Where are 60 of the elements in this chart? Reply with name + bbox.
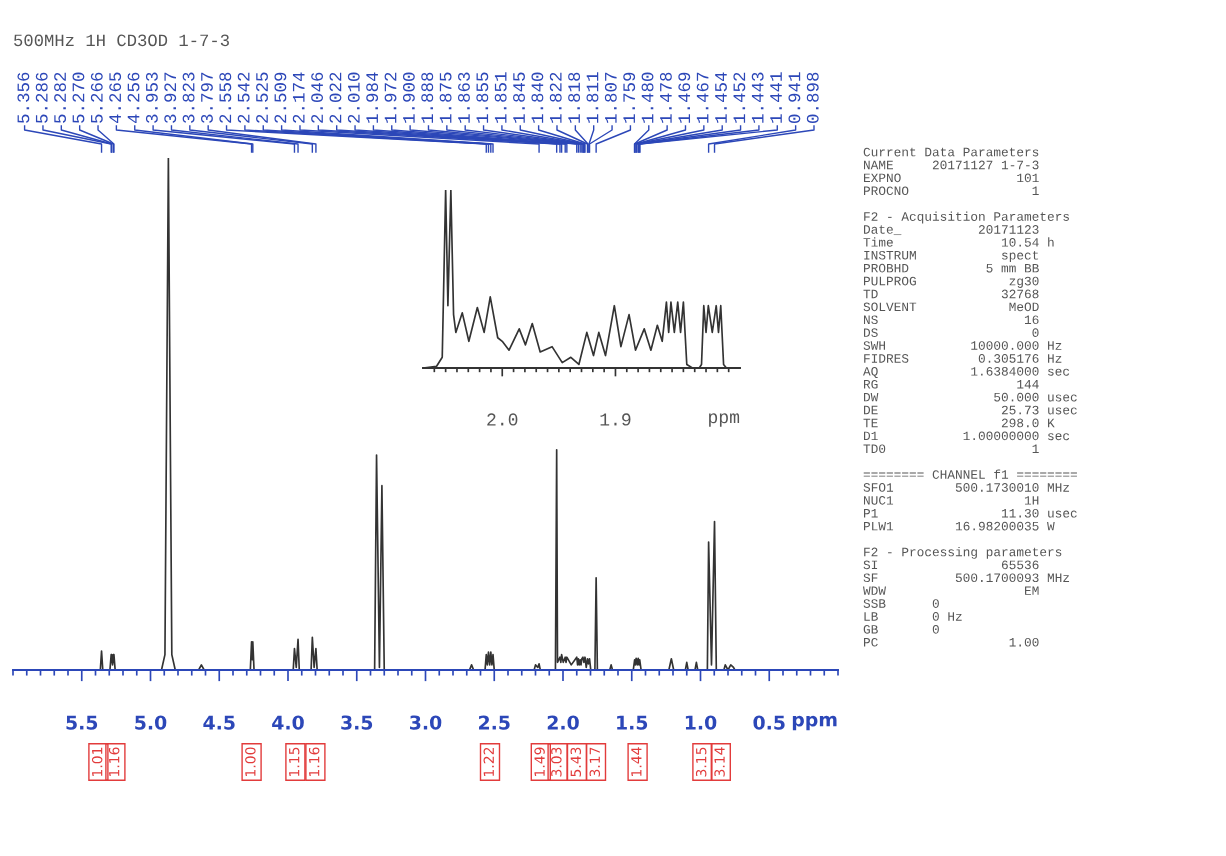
x-tick-label: 4.0 <box>272 715 304 730</box>
annotation: 1.900 <box>402 72 415 123</box>
annotation: 2.525 <box>256 72 268 123</box>
annotation: 2.022 <box>329 72 342 123</box>
x-tick-label: 2.0 <box>487 413 518 426</box>
annotation: 3.797 <box>201 72 213 123</box>
annotation: 0.941 <box>788 72 801 123</box>
x-tick-label: 1.5 <box>617 715 648 730</box>
x-tick-label: 1.0 <box>685 715 717 730</box>
annotation: 4.256 <box>127 72 140 124</box>
annotation: 1.888 <box>421 72 434 123</box>
annotation: 1.478 <box>659 72 672 123</box>
annotation: 5.286 <box>35 72 48 123</box>
x-tick-label: 3.0 <box>410 715 442 730</box>
annotation: 1.811 <box>586 72 599 123</box>
x-tick-label: 5.5 <box>66 715 98 730</box>
annotation: 4.265 <box>109 72 122 124</box>
annotation: 1.875 <box>439 72 452 123</box>
annotation: 3.927 <box>164 72 177 123</box>
annotation: 1.984 <box>366 72 379 123</box>
x-tick-label: 1.9 <box>600 413 631 426</box>
annotation: 2.542 <box>237 72 250 123</box>
annotation: 5.266 <box>90 72 103 123</box>
annotation: 2.558 <box>219 72 232 123</box>
annotation: 5.270 <box>72 72 85 123</box>
annotation: 1.467 <box>696 72 709 123</box>
annotation: 1.845 <box>513 72 525 123</box>
annotation: 1.863 <box>458 72 470 123</box>
annotation: 1.822 <box>549 72 562 123</box>
annotation: 1.469 <box>678 72 691 123</box>
chart-title: 500MHz 1H CD3OD 1-7-3 <box>14 34 229 47</box>
annotation: 2.010 <box>347 72 360 123</box>
annotation: 1.851 <box>494 72 507 123</box>
x-axis-title: ppm <box>792 715 837 731</box>
annotation: 1.807 <box>604 72 617 123</box>
annotation: 1.855 <box>476 72 489 123</box>
annotation: 2.046 <box>311 72 324 123</box>
annotation: 1.759 <box>623 72 636 123</box>
x-tick-label: 5.0 <box>135 715 167 730</box>
x-tick-label: 2.0 <box>547 715 579 730</box>
annotation: 3.953 <box>145 72 158 123</box>
annotation: 1.840 <box>531 72 544 123</box>
x-tick-label: 4.5 <box>203 715 235 730</box>
x-tick-label: 0.5 <box>753 715 785 730</box>
x-tick-label: 2.5 <box>479 715 510 730</box>
annotation: 2.509 <box>274 72 287 123</box>
annotation: 1.441 <box>770 72 782 123</box>
annotation: 1.480 <box>641 72 654 123</box>
annotation: 5.356 <box>17 72 30 123</box>
annotation: 2.174 <box>292 72 305 123</box>
annotation: 5.282 <box>54 72 67 123</box>
annotation: 1.443 <box>751 72 764 123</box>
annotation: 1.972 <box>384 72 397 123</box>
x-axis-title: ppm <box>709 413 740 427</box>
annotation: 1.452 <box>733 72 746 123</box>
annotation: 1.454 <box>715 72 727 123</box>
x-tick-label: 3.5 <box>341 715 373 730</box>
annotation: 1.818 <box>568 72 581 123</box>
annotation: 3.823 <box>182 72 195 123</box>
annotation: 0.898 <box>806 72 819 123</box>
